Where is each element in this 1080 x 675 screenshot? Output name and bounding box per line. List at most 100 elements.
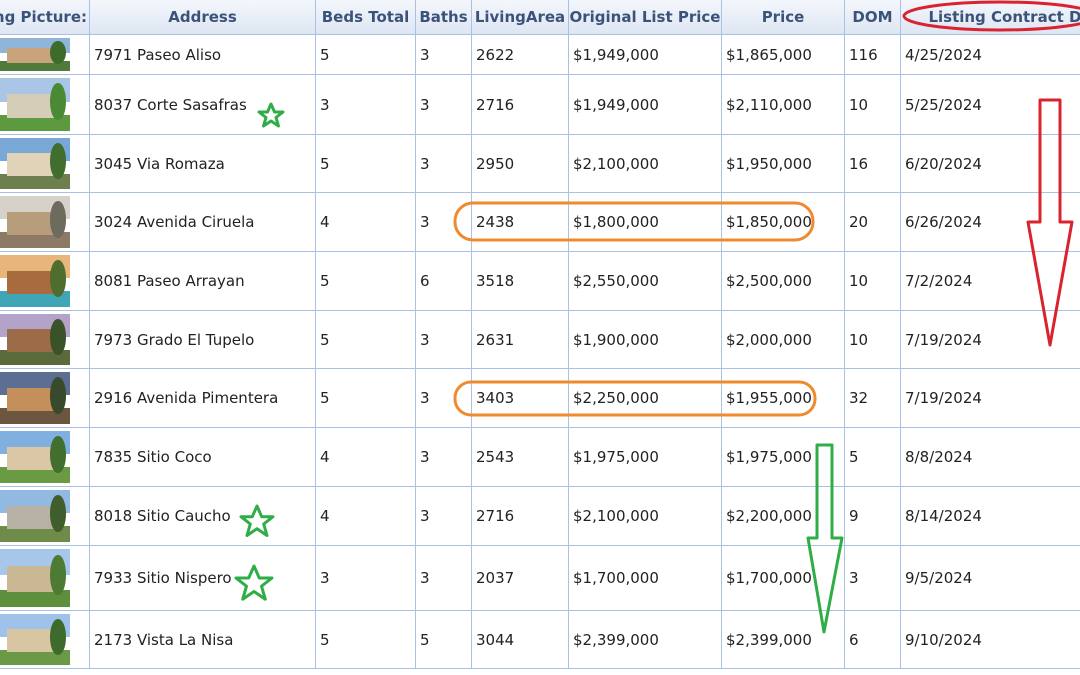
table-row[interactable]: 7971 Paseo Aliso 5 3 2622 $1,949,000 $1,865,0… xyxy=(0,35,1080,75)
cell-listing-contract-date: 6/20/2024 xyxy=(901,135,1080,193)
star-icon-row-9 xyxy=(239,504,275,537)
cell-beds: 4 xyxy=(316,487,416,546)
column-header-dom[interactable]: DOM xyxy=(845,0,901,35)
cell-price: $2,110,000 xyxy=(722,75,845,135)
listing-photo-thumbnail[interactable] xyxy=(0,490,70,542)
cell-price: $2,399,000 xyxy=(722,611,845,669)
cell-beds: 5 xyxy=(316,611,416,669)
cell-address: 2173 Vista La Nisa xyxy=(90,611,316,669)
cell-address: 7835 Sitio Coco xyxy=(90,428,316,487)
cell-living-area: 2543 xyxy=(472,428,569,487)
cell-original-list-price: $2,100,000 xyxy=(569,135,722,193)
cell-price: $1,975,000 xyxy=(722,428,845,487)
cell-living-area: 3403 xyxy=(472,369,569,428)
cell-dom: 20 xyxy=(845,193,901,252)
green-down-arrow xyxy=(806,443,844,634)
cell-picture xyxy=(0,611,90,669)
cell-beds: 5 xyxy=(316,35,416,75)
table-row[interactable]: 3024 Avenida Ciruela 4 3 2438 $1,800,000 $1,8… xyxy=(0,193,1080,252)
cell-beds: 3 xyxy=(316,75,416,135)
cell-listing-contract-date: 5/25/2024 xyxy=(901,75,1080,135)
table-row[interactable]: 2173 Vista La Nisa 5 5 3044 $2,399,000 $2,399… xyxy=(0,611,1080,669)
cell-address: 7973 Grado El Tupelo xyxy=(90,311,316,369)
table-row[interactable]: 7973 Grado El Tupelo 5 3 2631 $1,900,000 $2,0… xyxy=(0,311,1080,369)
cell-picture xyxy=(0,546,90,611)
table-row[interactable]: 8037 Corte Sasafras 3 3 2716 $1,949,000 $2,11… xyxy=(0,75,1080,135)
column-header-original-list-price[interactable]: Original List Price xyxy=(569,0,722,35)
cell-price: $2,500,000 xyxy=(722,252,845,311)
column-header-baths[interactable]: Baths xyxy=(416,0,472,35)
cell-listing-contract-date: 8/14/2024 xyxy=(901,487,1080,546)
column-header-beds[interactable]: Beds Total xyxy=(316,0,416,35)
column-header-living-area[interactable]: LivingArea xyxy=(472,0,569,35)
cell-listing-contract-date: 8/8/2024 xyxy=(901,428,1080,487)
listing-photo-thumbnail[interactable] xyxy=(0,549,70,607)
column-header-address[interactable]: Address xyxy=(90,0,316,35)
cell-living-area: 2438 xyxy=(472,193,569,252)
cell-picture xyxy=(0,487,90,546)
listing-photo-thumbnail[interactable] xyxy=(0,372,70,424)
cell-baths: 3 xyxy=(416,369,472,428)
cell-address: 8037 Corte Sasafras xyxy=(90,75,316,135)
column-header-price[interactable]: Price xyxy=(722,0,845,35)
cell-living-area: 2037 xyxy=(472,546,569,611)
listing-photo-thumbnail[interactable] xyxy=(0,431,70,483)
listing-photo-thumbnail[interactable] xyxy=(0,314,70,365)
listing-photo-thumbnail[interactable] xyxy=(0,255,70,307)
cell-listing-contract-date: 7/19/2024 xyxy=(901,369,1080,428)
listing-photo-thumbnail[interactable] xyxy=(0,196,70,248)
cell-original-list-price: $1,800,000 xyxy=(569,193,722,252)
cell-dom: 3 xyxy=(845,546,901,611)
cell-dom: 9 xyxy=(845,487,901,546)
cell-picture xyxy=(0,311,90,369)
cell-beds: 4 xyxy=(316,193,416,252)
cell-address: 7971 Paseo Aliso xyxy=(90,35,316,75)
cell-picture xyxy=(0,369,90,428)
cell-address: 2916 Avenida Pimentera xyxy=(90,369,316,428)
cell-baths: 3 xyxy=(416,35,472,75)
cell-listing-contract-date: 7/19/2024 xyxy=(901,311,1080,369)
cell-picture xyxy=(0,135,90,193)
cell-dom: 10 xyxy=(845,75,901,135)
table-row[interactable]: 8018 Sitio Caucho 4 3 2716 $2,100,000 $2,200,… xyxy=(0,487,1080,546)
cell-price: $1,955,000 xyxy=(722,369,845,428)
red-down-arrow xyxy=(1026,98,1074,347)
star-icon-row-10 xyxy=(234,564,274,601)
cell-listing-contract-date: 4/25/2024 xyxy=(901,35,1080,75)
cell-original-list-price: $1,975,000 xyxy=(569,428,722,487)
cell-baths: 3 xyxy=(416,75,472,135)
table-row[interactable]: 7835 Sitio Coco 4 3 2543 $1,975,000 $1,975,00… xyxy=(0,428,1080,487)
table-row[interactable]: 7933 Sitio Nispero 3 3 2037 $1,700,000 $1,700… xyxy=(0,546,1080,611)
cell-address: 8018 Sitio Caucho xyxy=(90,487,316,546)
cell-address: 8081 Paseo Arrayan xyxy=(90,252,316,311)
cell-dom: 6 xyxy=(845,611,901,669)
table-row[interactable]: 3045 Via Romaza 5 3 2950 $2,100,000 $1,950,00… xyxy=(0,135,1080,193)
cell-original-list-price: $1,949,000 xyxy=(569,35,722,75)
table-row[interactable]: 8081 Paseo Arrayan 5 6 3518 $2,550,000 $2,500… xyxy=(0,252,1080,311)
cell-original-list-price: $1,900,000 xyxy=(569,311,722,369)
listing-photo-thumbnail[interactable] xyxy=(0,138,70,189)
cell-living-area: 3518 xyxy=(472,252,569,311)
cell-baths: 3 xyxy=(416,487,472,546)
cell-baths: 3 xyxy=(416,135,472,193)
listing-photo-thumbnail[interactable] xyxy=(0,38,70,71)
column-header-picture[interactable]: ing Picture: xyxy=(0,0,90,35)
listing-photo-thumbnail[interactable] xyxy=(0,614,70,665)
cell-listing-contract-date: 9/5/2024 xyxy=(901,546,1080,611)
cell-price: $1,850,000 xyxy=(722,193,845,252)
cell-original-list-price: $2,100,000 xyxy=(569,487,722,546)
cell-baths: 3 xyxy=(416,311,472,369)
cell-original-list-price: $1,949,000 xyxy=(569,75,722,135)
cell-original-list-price: $2,250,000 xyxy=(569,369,722,428)
cell-baths: 3 xyxy=(416,428,472,487)
star-icon-row-2 xyxy=(257,102,285,128)
cell-baths: 5 xyxy=(416,611,472,669)
cell-picture xyxy=(0,75,90,135)
cell-dom: 16 xyxy=(845,135,901,193)
table-row[interactable]: 2916 Avenida Pimentera 5 3 3403 $2,250,000 $1… xyxy=(0,369,1080,428)
cell-dom: 10 xyxy=(845,311,901,369)
cell-living-area: 2716 xyxy=(472,75,569,135)
listing-photo-thumbnail[interactable] xyxy=(0,78,70,131)
